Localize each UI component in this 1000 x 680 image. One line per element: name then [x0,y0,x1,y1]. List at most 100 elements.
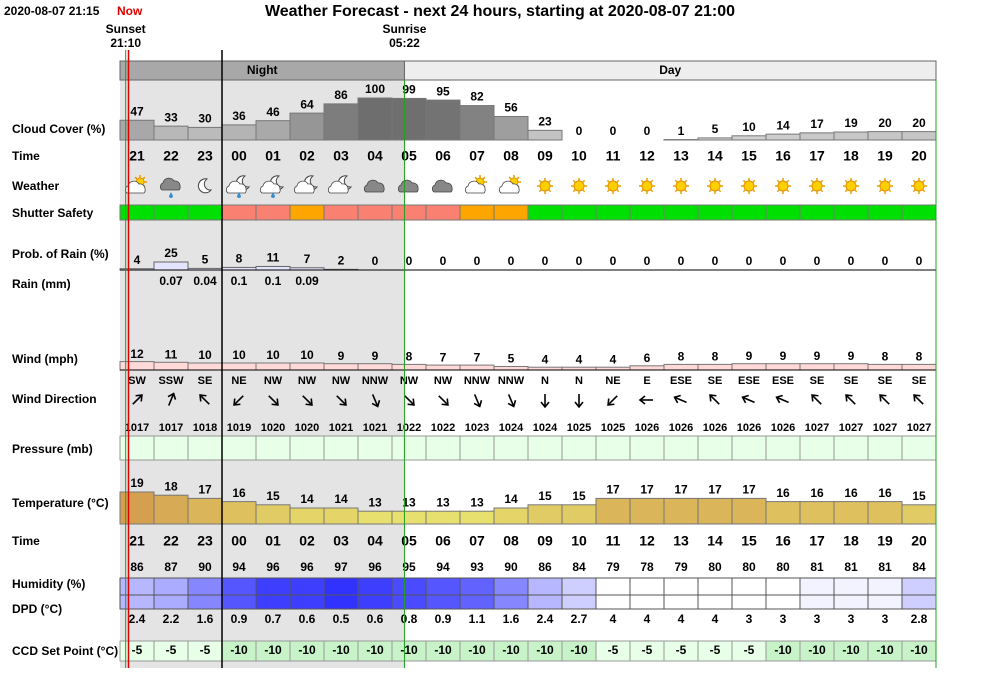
shutter-cell [255,204,291,221]
wind-bar [731,363,767,371]
value-label: 1026 [635,422,659,434]
humidity-cell [323,577,359,596]
value-label: 0 [440,254,447,268]
pressure-cell [833,435,869,461]
value-label: 0 [644,124,651,138]
row-label: Weather [12,179,59,193]
arrow-shaft [812,395,822,405]
value-label: 1021 [329,422,353,434]
sun-ray [854,189,858,193]
humidity-cell [119,577,155,596]
value-label: 30 [198,112,212,126]
weather-icon [464,175,487,194]
arrow-shaft [914,395,924,405]
temperature-bar [799,501,835,525]
value-label: NW [434,375,453,387]
sun-ray [820,189,824,193]
arrow-shaft [777,396,789,404]
hour-label: 04 [367,533,383,549]
pressure-cell [255,435,291,461]
value-label: -5 [608,643,619,657]
dpd-cell [289,594,325,610]
dpd-cell [833,594,869,610]
value-label: 2.8 [911,612,928,626]
value-label: 1.6 [503,612,520,626]
cloud-bar [867,131,903,141]
pressure-cell [561,435,597,461]
row-label: Rain (mm) [12,277,71,291]
value-label: SE [198,375,213,387]
dpd-cell [357,594,393,610]
value-label: ESE [670,375,692,387]
hour-label: 18 [843,533,859,549]
value-label: 79 [674,560,688,574]
value-label: 100 [365,82,385,96]
value-label: 9 [338,349,345,363]
value-label: 11 [165,347,178,361]
shutter-cell [731,204,767,221]
wind-arrow [638,395,653,405]
value-label: 17 [674,483,688,497]
value-label: 84 [912,560,926,574]
value-label: -10 [536,643,554,657]
value-label: -5 [166,643,177,657]
sun-disc [573,180,585,192]
hour-label: 09 [537,533,553,549]
value-label: 1025 [567,422,591,434]
wind-bar [255,362,291,371]
value-label: 1023 [465,422,489,434]
wind-bar [697,363,733,371]
arrow-head [441,398,449,406]
weather-icon [498,175,521,194]
value-label: 16 [232,486,246,500]
now-label: Now [117,4,143,18]
humidity-cell [493,577,529,596]
pressure-cell [901,435,937,461]
pressure-cell [629,435,665,461]
value-label: 10 [198,348,212,362]
wind-bar [459,364,495,371]
dpd-cell [527,594,563,610]
value-label: 1027 [805,422,829,434]
sun-ray [718,189,722,193]
arrow-shaft [132,395,142,405]
dpd-cell [391,594,427,610]
value-label: 0 [576,124,583,138]
humidity-cell [799,577,835,596]
hour-label: 13 [673,148,689,164]
weather-icon [775,178,791,194]
pressure-cell [697,435,733,461]
value-label: 17 [640,483,654,497]
value-label: 81 [844,560,858,574]
wind-arrow [473,394,483,408]
dpd-cell [323,594,359,610]
value-label: ESE [738,375,760,387]
temperature-bar [697,497,733,525]
arrow-head [540,401,550,409]
value-label: 1019 [227,422,251,434]
shutter-cell [765,204,801,221]
sun-ray [684,179,688,183]
wind-bar [765,363,801,371]
value-label: 15 [572,489,586,503]
value-label: 4 [644,612,651,626]
value-label: 8 [882,350,889,364]
value-label: -10 [332,643,350,657]
humidity-cell [255,577,291,596]
sun-disc [641,180,653,192]
weather-icon [124,175,147,194]
value-label: 14 [776,118,790,132]
arrow-head [607,398,615,406]
sun-ray [844,179,848,183]
value-label: 0 [542,254,549,268]
wind-bar [833,363,869,371]
pressure-cell [357,435,393,461]
value-label: 47 [130,104,144,118]
wind-arrow [132,394,143,405]
value-label: NNW [362,375,389,387]
humidity-cell [153,577,189,596]
hour-label: 14 [707,533,723,549]
hour-label: 15 [741,533,757,549]
weather-icon [159,177,181,198]
cloud-bar [221,124,257,141]
